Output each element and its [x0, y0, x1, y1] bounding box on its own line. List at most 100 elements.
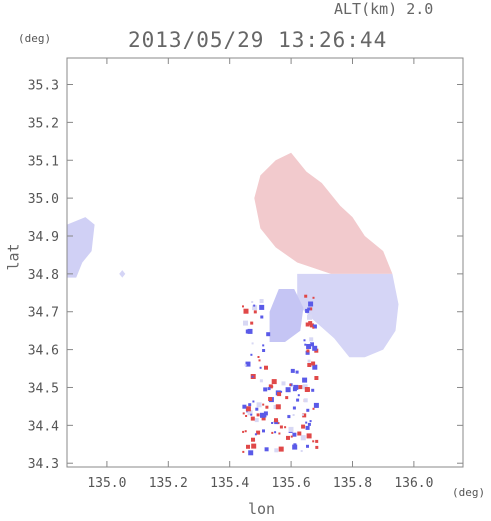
- x-tick-label: 135.0: [87, 476, 126, 491]
- speckle-cell: [300, 450, 303, 452]
- speckle-cell: [253, 310, 257, 314]
- speckle-cell: [309, 307, 313, 311]
- speckle-cell: [305, 425, 310, 430]
- speckle-cell: [307, 359, 311, 363]
- speckle-cell: [286, 435, 290, 440]
- speckle-cell: [243, 320, 248, 326]
- speckle-cell: [311, 388, 315, 392]
- speckle-cell: [257, 356, 260, 358]
- speckle-cell: [304, 343, 307, 346]
- speckle-cell: [256, 430, 261, 435]
- speckle-cell: [293, 384, 299, 390]
- y-tick-label: 34.8: [28, 268, 59, 283]
- speckle-cell: [312, 364, 318, 370]
- speckle-cell: [305, 308, 310, 313]
- speckle-cell: [302, 377, 308, 383]
- speckle-cell: [292, 432, 297, 437]
- speckle-cell: [308, 301, 314, 307]
- speckle-cell: [290, 368, 295, 373]
- speckle-cell: [309, 323, 314, 328]
- speckle-cell: [311, 361, 316, 366]
- speckle-cell: [271, 431, 274, 434]
- x-tick-label: 135.2: [149, 476, 188, 491]
- speckle-cell: [303, 339, 306, 342]
- y-tick-label: 35.1: [28, 154, 59, 169]
- speckle-cell: [274, 418, 278, 423]
- echo-region-west-blob: [67, 217, 95, 278]
- speckle-cell: [301, 435, 306, 440]
- speckle-cell: [305, 322, 310, 327]
- x-axis-unit: (deg): [452, 486, 486, 499]
- speckle-cell: [281, 381, 286, 386]
- plot-frame: [66, 57, 464, 468]
- speckle-cell: [250, 416, 255, 421]
- y-tick-label: 34.9: [28, 230, 59, 245]
- speckle-cell: [271, 379, 277, 385]
- speckle-cell: [292, 414, 295, 416]
- speckle-cell: [298, 385, 303, 390]
- speckle-cell: [246, 444, 250, 449]
- speckle-cell: [302, 413, 307, 418]
- speckle-cell: [266, 332, 271, 337]
- speckle-cell: [297, 431, 302, 436]
- speckle-cell: [301, 413, 304, 416]
- speckle-cell: [306, 444, 309, 448]
- speckle-cell: [242, 412, 245, 415]
- speckle-cell: [312, 326, 315, 329]
- speckle-cell: [263, 411, 268, 416]
- speckle-cell: [309, 420, 312, 423]
- speckle-cell: [250, 321, 254, 325]
- speckle-cell: [262, 349, 266, 352]
- speckle-cell: [274, 448, 279, 453]
- speckle-cell: [250, 413, 253, 416]
- speckle-cell: [273, 405, 278, 409]
- x-axis-label: lon: [248, 500, 276, 518]
- speckle-cell: [277, 392, 282, 397]
- speckle-cell: [244, 430, 247, 433]
- echo-region-main-north: [254, 152, 393, 274]
- speckle-cell: [307, 314, 312, 320]
- speckle-cell: [264, 447, 269, 452]
- speckle-cell: [307, 363, 312, 367]
- y-tick-label: 35.0: [28, 192, 59, 207]
- speckle-cell: [313, 402, 319, 408]
- speckle-cell: [290, 435, 293, 438]
- speckle-cell: [252, 305, 258, 311]
- speckle-cell: [253, 304, 256, 307]
- speckle-cell: [254, 418, 259, 423]
- speckle-cell: [289, 383, 292, 386]
- speckle-cell: [297, 394, 300, 397]
- speckle-cell: [261, 416, 266, 421]
- speckle-cell: [262, 429, 265, 433]
- x-tick-label: 135.4: [210, 476, 249, 491]
- speckle-cell: [259, 299, 264, 303]
- speckle-cell: [277, 422, 280, 425]
- speckle-cell: [315, 445, 319, 449]
- chart-title: 2013/05/29 13:26:44: [128, 28, 388, 52]
- speckle-cell: [267, 387, 271, 391]
- speckle-cell: [278, 432, 281, 435]
- speckle-cell: [314, 376, 319, 380]
- speckle-cell: [262, 344, 265, 347]
- speckle-cell: [251, 375, 254, 378]
- speckle-cell: [251, 443, 257, 449]
- speckle-cell: [268, 397, 273, 401]
- speckle-cell: [306, 349, 310, 353]
- speckle-cell: [275, 404, 281, 410]
- speckle-cell: [271, 385, 274, 388]
- speckle-cell: [280, 390, 283, 393]
- altitude-label: ALT(km) 2.0: [334, 0, 434, 18]
- speckle-cell: [250, 353, 253, 356]
- speckle-cell: [256, 413, 260, 417]
- y-tick-label: 34.3: [28, 457, 59, 472]
- speckle-cell: [306, 433, 312, 439]
- speckle-cell: [248, 403, 252, 407]
- speckle-cell: [312, 345, 318, 351]
- speckle-cell: [259, 379, 263, 383]
- speckle-cell: [258, 359, 261, 362]
- speckle-cell: [242, 404, 247, 409]
- speckle-cell: [304, 294, 308, 298]
- speckle-cell: [271, 422, 274, 424]
- speckle-cell: [312, 296, 315, 299]
